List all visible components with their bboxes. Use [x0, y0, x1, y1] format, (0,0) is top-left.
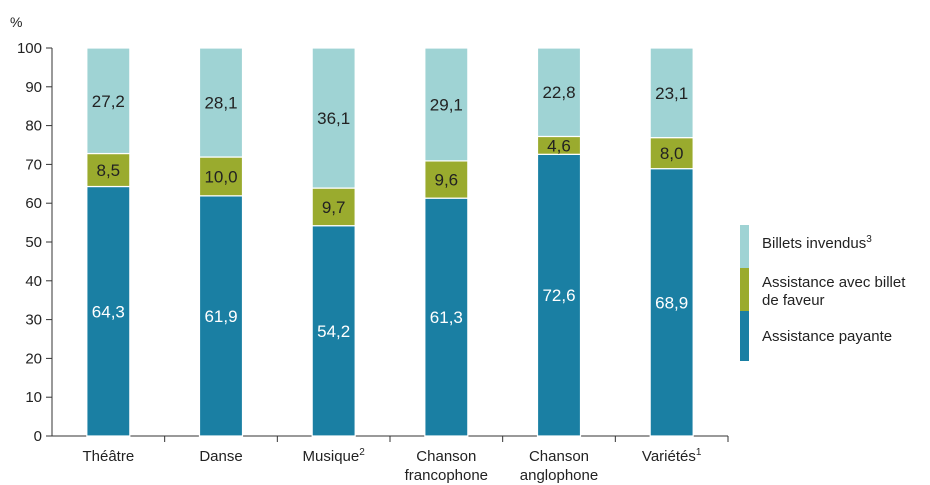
- bar-segment: [311, 47, 356, 189]
- y-tick-label: 20: [25, 350, 42, 367]
- y-tick-label: 50: [25, 234, 42, 251]
- data-label: 9,7: [322, 198, 346, 217]
- data-label: 61,9: [204, 307, 237, 326]
- y-tick-label: 40: [25, 273, 42, 290]
- bar-segment: [198, 195, 244, 437]
- category-label: Théâtre: [82, 448, 134, 465]
- bar-segment: [649, 137, 694, 170]
- data-label: 8,5: [97, 161, 121, 180]
- data-label: 9,6: [435, 171, 459, 190]
- y-tick-label: 100: [17, 40, 42, 57]
- data-label: 22,8: [542, 83, 575, 102]
- y-tick-label: 0: [34, 428, 42, 445]
- bar-segment: [649, 168, 694, 437]
- data-label: 29,1: [430, 95, 463, 114]
- legend-swatch: [740, 225, 749, 268]
- data-label: 10,0: [204, 167, 237, 186]
- bar-segment: [86, 185, 131, 437]
- legend-label: Assistance payante: [762, 328, 892, 345]
- bar-segment: [424, 197, 469, 437]
- y-tick-label: 60: [25, 195, 42, 212]
- bar-segment: [198, 156, 244, 197]
- data-label: 27,2: [92, 92, 125, 111]
- legend-label: Billets invendus3: [762, 234, 872, 252]
- data-label: 54,2: [317, 322, 350, 341]
- data-label: 23,1: [655, 84, 688, 103]
- data-label: 68,9: [655, 293, 688, 312]
- data-label: 8,0: [660, 144, 684, 163]
- y-axis-unit-label: %: [10, 14, 22, 30]
- y-tick-label: 30: [25, 312, 42, 329]
- bar-segment: [86, 152, 131, 188]
- category-label: Chanson francophone: [405, 448, 488, 484]
- legend-label: Assistance avec billet de faveur: [762, 274, 906, 309]
- category-label: Musique2: [303, 447, 366, 465]
- bar-segment: [649, 47, 694, 139]
- data-label: 28,1: [204, 94, 237, 113]
- category-labels: Théâtre Danse Musique2 Chanson francophone Ch…: [82, 447, 701, 484]
- data-label: 72,6: [542, 286, 575, 305]
- legend: Billets invendus3 Assistance avec billet d…: [740, 225, 906, 361]
- y-tick-label: 70: [25, 156, 42, 173]
- bar-segment: [86, 47, 131, 155]
- data-label: 36,1: [317, 109, 350, 128]
- category-label: Chanson anglophone: [520, 448, 598, 484]
- legend-swatch: [740, 268, 749, 311]
- category-label: Variétés1: [642, 447, 702, 465]
- legend-swatch: [740, 311, 749, 361]
- axes: 0 10 20 30 40 50 60 70 80 90 100: [17, 40, 729, 445]
- bar-segment: [311, 225, 356, 437]
- bar-segment: [424, 160, 469, 199]
- bar-segment: [424, 47, 469, 162]
- data-label: 64,3: [92, 302, 125, 321]
- y-tick-label: 10: [25, 389, 42, 406]
- category-label: Danse: [199, 448, 242, 465]
- y-tick-label: 90: [25, 79, 42, 96]
- data-label: 4,6: [547, 136, 571, 155]
- bar-segment: [536, 47, 582, 138]
- data-label: 61,3: [430, 308, 463, 327]
- bars: 64,3 8,5 27,2 61,9 10,0 28,1 54,2 9,7 36,1 61,3 9,…: [86, 47, 694, 437]
- y-tick-label: 80: [25, 118, 42, 135]
- bar-segment: [198, 47, 244, 158]
